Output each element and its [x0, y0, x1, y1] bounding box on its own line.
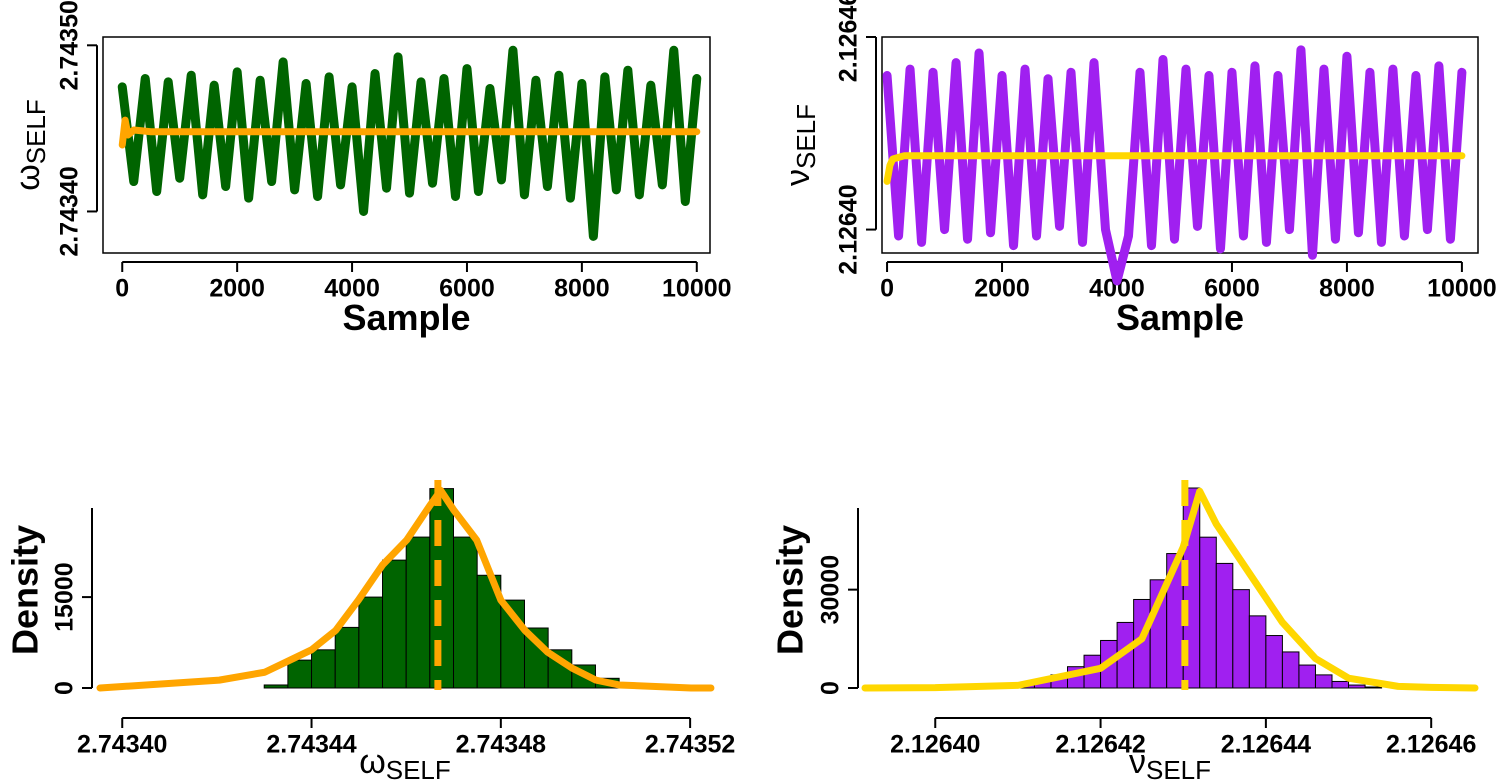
x-tick-label: 2000	[974, 275, 1030, 303]
axis-symbol: Sample	[1116, 297, 1244, 338]
histogram-bar	[358, 596, 384, 689]
x-tick-label: 2.74340	[77, 731, 167, 759]
histogram-bar	[287, 659, 313, 689]
x-tick-label: 0	[115, 275, 129, 303]
x-axis-title: νSELF	[1129, 743, 1211, 782]
histogram-bar	[405, 536, 431, 689]
histogram-bar	[1331, 680, 1350, 689]
histogram-bar	[429, 488, 455, 689]
y-tick-label: 2.74340	[56, 166, 84, 256]
running-mean-line	[118, 116, 701, 149]
y-axis-title: ωSELF	[9, 99, 51, 191]
y-tick-label: 0	[817, 681, 845, 695]
x-tick-label: 6000	[1204, 275, 1260, 303]
x-tick-label: 2.12644	[1221, 731, 1311, 759]
y-tick-label: 2.12646	[835, 0, 863, 82]
histogram-bar	[1298, 664, 1316, 689]
x-axis-title: Sample	[1116, 297, 1244, 338]
histogram-bar	[334, 626, 360, 689]
y-axis-title: Density	[770, 525, 811, 655]
y-axis-title: νSELF	[779, 104, 821, 186]
y-axis-title: Density	[5, 525, 46, 655]
y-tick-label: 15000	[51, 562, 79, 632]
axis-symbol: ω	[9, 164, 47, 191]
x-tick-label: 8000	[554, 275, 610, 303]
histogram-bar	[1265, 635, 1283, 689]
x-axis-title: ωSELF	[359, 743, 451, 782]
histogram-bar	[453, 536, 478, 689]
x-tick-label: 6000	[439, 275, 495, 303]
x-tick-label: 4000	[324, 275, 380, 303]
histogram-bar	[1215, 562, 1234, 689]
x-tick-label: 2.74344	[266, 731, 356, 759]
running-mean-line	[883, 152, 1466, 185]
histogram-bar	[1199, 536, 1217, 689]
axis-subscript: SELF	[21, 99, 51, 164]
x-tick-label: 2000	[209, 275, 265, 303]
axis-symbol: ν	[779, 169, 817, 186]
plot-frame	[102, 36, 711, 254]
axis-subscript: SELF	[386, 755, 451, 782]
axis-symbol: ν	[1129, 743, 1146, 781]
x-tick-label: 2.74352	[645, 731, 735, 759]
x-tick-label: 8000	[1319, 275, 1375, 303]
x-tick-label: 2.12642	[1055, 731, 1145, 759]
histogram-bar	[1314, 674, 1333, 689]
histogram-bar	[1281, 651, 1300, 689]
histogram-bar	[382, 559, 407, 689]
axis-symbol: ω	[359, 743, 386, 781]
y-tick-label: 0	[51, 681, 79, 695]
x-tick-label: 2.12640	[890, 731, 980, 759]
x-tick-label: 10000	[662, 275, 732, 303]
axis-symbol: Sample	[342, 297, 470, 338]
trace-line	[882, 45, 1467, 286]
histogram-bar	[311, 649, 336, 689]
x-tick-label: 0	[880, 275, 894, 303]
density-curve	[861, 487, 1479, 692]
trace-line	[117, 45, 702, 241]
y-tick-label: 2.74350	[56, 0, 84, 90]
histogram-bar	[263, 684, 289, 689]
x-tick-label: 2.74348	[456, 731, 546, 759]
x-tick-label: 10000	[1427, 275, 1497, 303]
histogram-bar	[1232, 589, 1250, 689]
histogram-bar	[1248, 615, 1267, 689]
axis-subscript: SELF	[791, 104, 821, 169]
y-tick-label: 2.12640	[835, 184, 863, 274]
y-tick-label: 30000	[817, 555, 845, 625]
axis-subscript: SELF	[1146, 755, 1211, 782]
histogram-bar	[1348, 684, 1366, 689]
x-tick-label: 2.12646	[1386, 731, 1476, 759]
density-curve	[96, 486, 715, 692]
plot-frame	[881, 36, 1479, 254]
x-axis-title: Sample	[342, 297, 470, 338]
histogram-bar	[1364, 686, 1383, 689]
